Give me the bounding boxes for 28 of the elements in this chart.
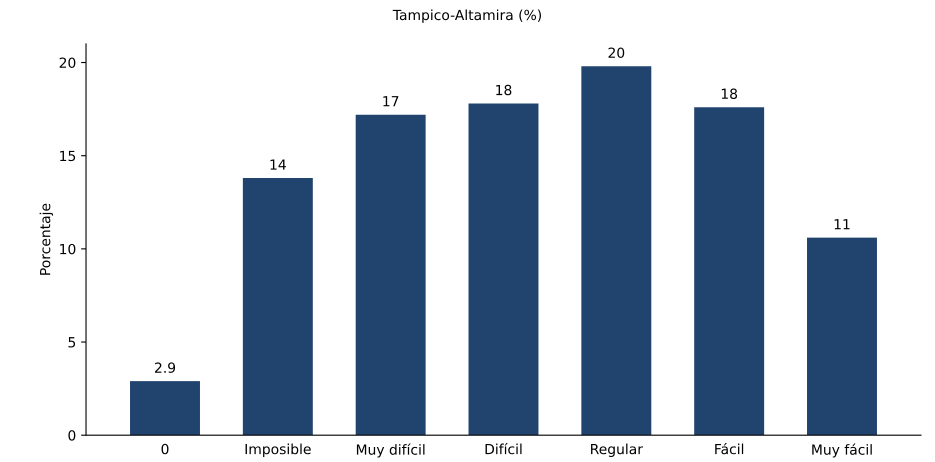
data-label: 2.9 (154, 362, 176, 373)
y-tick-label: 15 (60, 150, 76, 162)
x-tick-label: Regular (591, 444, 643, 457)
bar (694, 107, 764, 436)
y-tick-label: 20 (60, 57, 76, 68)
x-tick-label: 0 (162, 444, 168, 454)
y-tick-label: 10 (60, 244, 76, 254)
y-tick-label: 0 (68, 430, 76, 441)
x-tick-label: Difícil (486, 442, 522, 454)
x-tick-label: Muy fácil (812, 444, 872, 458)
bar (130, 381, 200, 436)
y-axis-title: Porcentaje (40, 204, 54, 275)
data-label: 20 (608, 48, 624, 58)
data-label: 18 (722, 88, 738, 99)
bar (356, 114, 426, 436)
data-label: 14 (270, 159, 286, 170)
bar (242, 178, 313, 436)
bar (468, 104, 538, 436)
x-tick-label: Fácil (715, 442, 744, 454)
x-tick-label: Muy difícil (356, 444, 424, 458)
data-label: 11 (834, 219, 850, 230)
data-label: 18 (496, 84, 512, 96)
chart-title: Tampico-Altamira (%) (392, 9, 541, 23)
bar (581, 66, 652, 436)
bar (807, 238, 877, 436)
y-tick-label: 5 (68, 337, 76, 348)
x-tick-label: Imposible (246, 444, 311, 457)
data-label: 17 (383, 96, 398, 106)
